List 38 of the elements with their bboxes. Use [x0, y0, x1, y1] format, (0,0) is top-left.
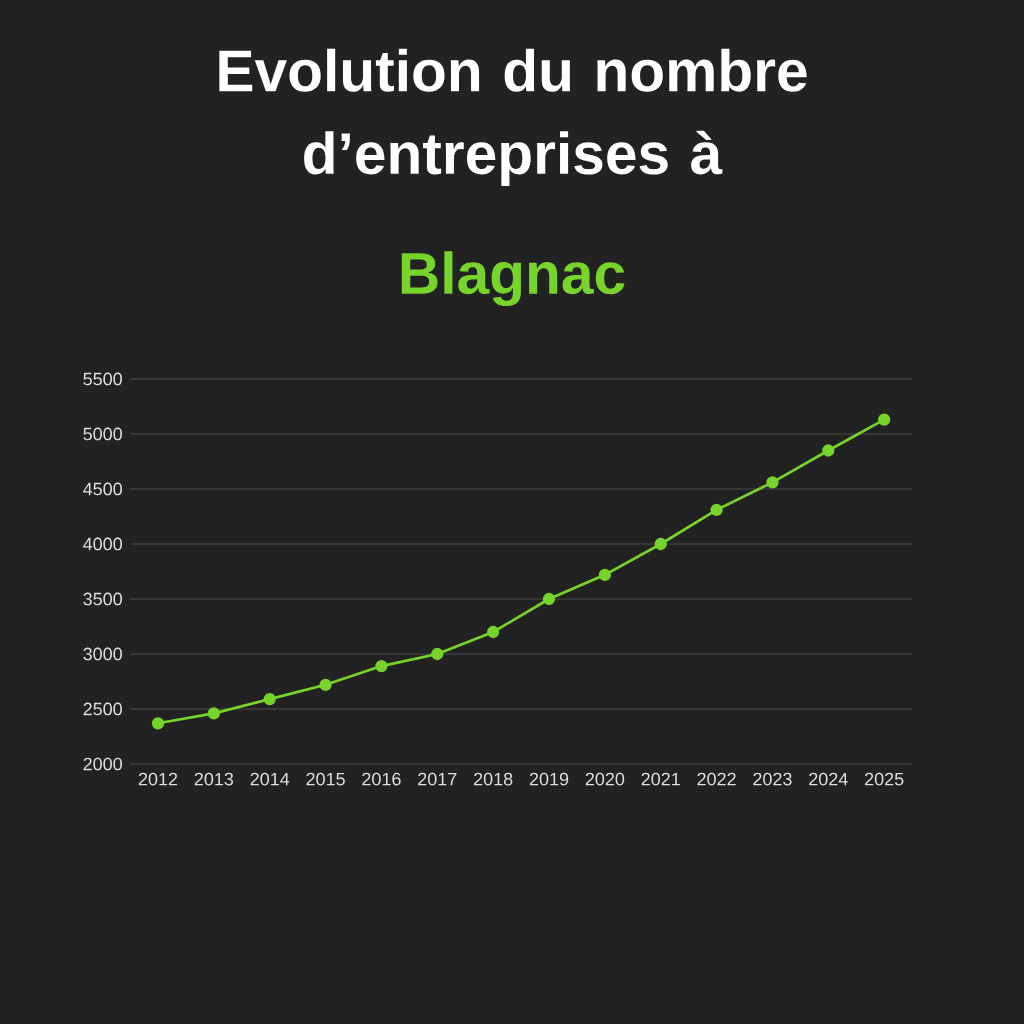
- x-tick-label: 2021: [641, 772, 680, 786]
- x-tick-label: 2020: [585, 772, 625, 786]
- x-tick-label: 2018: [474, 772, 513, 786]
- y-tick-label: 2000: [83, 757, 122, 771]
- x-tick-label: 2014: [250, 772, 290, 786]
- x-tick-label: 2013: [194, 772, 234, 786]
- point: [151, 717, 165, 730]
- point: [431, 647, 444, 661]
- y-tick-label: 3000: [83, 647, 122, 661]
- point: [878, 413, 891, 426]
- x-tick-label: 2025: [865, 772, 904, 786]
- chart-title: Evolution du nombre d’entreprises à: [219, 48, 807, 187]
- x-tick-label: 2012: [138, 772, 178, 786]
- y-tick-label: 3500: [83, 592, 122, 606]
- x-tick-label: 2015: [306, 772, 345, 786]
- point: [766, 476, 779, 489]
- point: [319, 678, 332, 691]
- y-tick-label: 2500: [83, 702, 122, 716]
- point: [822, 444, 835, 457]
- y-tick-label: 5000: [83, 427, 122, 441]
- point: [542, 592, 556, 606]
- y-tick-label: 4000: [83, 537, 122, 551]
- point: [263, 692, 276, 706]
- point: [710, 503, 723, 517]
- x-tick-label: 2023: [753, 772, 792, 786]
- y-tick-label: 4500: [83, 482, 122, 496]
- x-tick-label: 2017: [418, 772, 457, 786]
- point: [654, 537, 667, 551]
- point: [487, 625, 500, 639]
- point: [598, 568, 611, 581]
- point: [375, 659, 388, 673]
- x-tick-label: 2024: [809, 772, 848, 786]
- x-tick-label: 2019: [529, 772, 569, 786]
- y-tick-label: 5500: [83, 372, 122, 386]
- chart-subtitle: Blagnac: [401, 251, 625, 307]
- x-tick-label: 2022: [697, 772, 736, 786]
- x-tick-label: 2016: [362, 772, 401, 786]
- point: [207, 707, 220, 720]
